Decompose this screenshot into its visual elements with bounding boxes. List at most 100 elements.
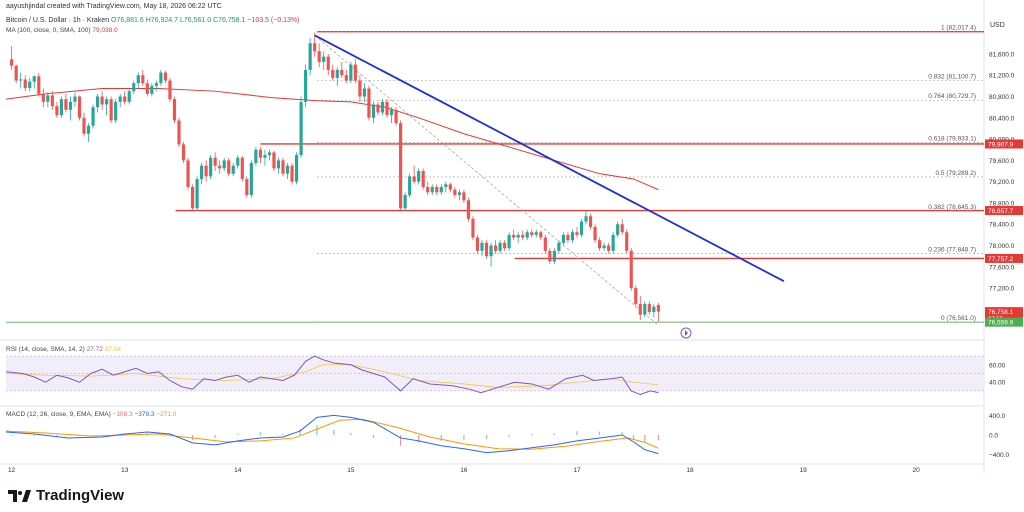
price-tag-text: 76,758.1 — [988, 309, 1014, 316]
candle-body — [154, 83, 158, 86]
macd-hist-bar — [553, 433, 555, 435]
candle-body — [82, 117, 86, 134]
candle-body — [195, 179, 199, 209]
candle-body — [290, 165, 294, 182]
rsi-pane: 60.00 40.00 — [5, 355, 1006, 395]
candle-body — [543, 237, 547, 251]
candle-body — [145, 83, 149, 94]
macd-hist-bar — [33, 435, 35, 436]
candle-body — [439, 186, 443, 193]
candle-body — [340, 69, 344, 76]
candle-body — [28, 81, 32, 88]
macd-hist-bar — [333, 430, 335, 435]
candle-body — [177, 120, 181, 145]
candle-body — [272, 152, 276, 169]
price-tag-text: 77,757.2 — [988, 256, 1014, 263]
price-axis[interactable]: USD 81,600.081,200.080,800.080,400.080,0… — [985, 22, 1023, 327]
candle-body — [236, 157, 240, 166]
open-value: O76,881.6 — [111, 17, 144, 24]
price-tick-label: 80,400.0 — [989, 115, 1015, 122]
ma-legend[interactable]: MA (100, close, 0, SMA, 100) 79,038.0 — [6, 27, 118, 34]
candle-body — [23, 79, 27, 88]
rsi-legend-value2: 37.04 — [104, 346, 121, 353]
time-tick-label: 12 — [8, 467, 16, 474]
fib-label: 1 (82,017.4) — [941, 25, 976, 32]
replay-icon[interactable] — [680, 327, 692, 339]
candle-body — [227, 160, 231, 174]
candle-body — [141, 75, 145, 84]
candle-body — [14, 65, 18, 81]
macd-hist-bar — [485, 435, 488, 439]
candle-body — [629, 250, 633, 289]
price-axis-tag: 79,907.9 — [985, 139, 1023, 149]
symbol-ohlc-legend[interactable]: Bitcoin / U.S. Dollar · 1h · Kraken O76,… — [6, 17, 300, 24]
price-tag-bg — [985, 317, 1023, 327]
macd-hist-bar — [259, 432, 261, 435]
candle-body — [281, 160, 285, 174]
candle-body — [190, 186, 195, 209]
candle-body — [480, 242, 484, 251]
price-tick-label: 79,600.0 — [989, 158, 1015, 165]
tradingview-logo-icon — [8, 489, 31, 502]
time-axis[interactable]: 12 13 14 15 16 17 18 19 20 — [8, 467, 920, 474]
candle-body — [222, 160, 226, 169]
candle-body — [421, 171, 425, 187]
candle-body — [516, 234, 520, 238]
candle-body — [602, 245, 606, 249]
candle-body — [249, 163, 253, 195]
rsi-line — [5, 355, 659, 395]
price-tick-label: 81,600.0 — [989, 51, 1015, 58]
fib-label: 0.5 (79,289.2) — [936, 170, 976, 177]
macd-legend-signal: −271.0 — [156, 411, 177, 418]
candle-body — [254, 149, 258, 164]
rsi-legend[interactable]: RSI (14, close, SMA, 14, 2) 27.72 37.04 — [6, 346, 121, 353]
price-tick-label: 80,800.0 — [989, 94, 1015, 101]
candle-body — [349, 64, 353, 81]
macd-hist-bar — [299, 429, 301, 435]
candle-body — [557, 242, 561, 251]
macd-legend[interactable]: MACD (12, 26, close, 9, EMA, EMA) −108.3… — [6, 411, 176, 418]
candle-body — [521, 234, 525, 238]
price-tick-label: 78,400.0 — [989, 222, 1015, 229]
brand-name: TradingView — [36, 487, 125, 504]
candle-body — [656, 305, 660, 312]
candle-body — [304, 69, 308, 102]
macd-hist-bar — [657, 435, 659, 441]
candle-body — [344, 75, 348, 81]
ma-legend-value: 79,038.0 — [92, 27, 118, 34]
price-axis-tag: 76,559.9 — [985, 317, 1023, 327]
candle-body — [579, 221, 584, 235]
tradingview-brand[interactable]: TradingView — [8, 487, 124, 504]
macd-tick-label: 0.0 — [989, 433, 998, 440]
candle-body — [258, 149, 262, 158]
candle-body — [64, 99, 68, 110]
time-tick-label: 19 — [799, 467, 807, 474]
price-tag-text: 76,559.9 — [988, 320, 1014, 327]
candle-body — [41, 93, 45, 102]
candle-body — [19, 79, 23, 81]
candle-body — [95, 96, 100, 108]
fib-label: 0.832 (81,100.7) — [928, 74, 976, 81]
candle-body — [240, 157, 244, 179]
macd-legend-hist: −108.3 — [112, 411, 133, 418]
candle-body — [453, 189, 457, 195]
candle-body — [652, 306, 656, 313]
candle-body — [466, 200, 471, 219]
macd-legend-macd: −379.3 — [134, 411, 155, 418]
candle-body — [570, 232, 575, 241]
price-axis-tag: 77,757.2 — [985, 253, 1023, 263]
candle-body — [127, 91, 131, 102]
candle-body — [59, 99, 63, 116]
fib-label: 0.236 (77,848.7) — [928, 247, 976, 254]
candle-body — [561, 234, 565, 243]
candle-body — [548, 250, 552, 262]
macd-signal-line — [5, 418, 659, 450]
macd-hist-bar — [372, 435, 375, 438]
macd-hist-bar — [282, 434, 284, 435]
candle-body — [218, 165, 222, 169]
price-tick-label: 78,000.0 — [989, 243, 1015, 250]
candle-body — [105, 99, 109, 105]
candle-body — [634, 288, 638, 305]
candle-body — [123, 96, 127, 102]
